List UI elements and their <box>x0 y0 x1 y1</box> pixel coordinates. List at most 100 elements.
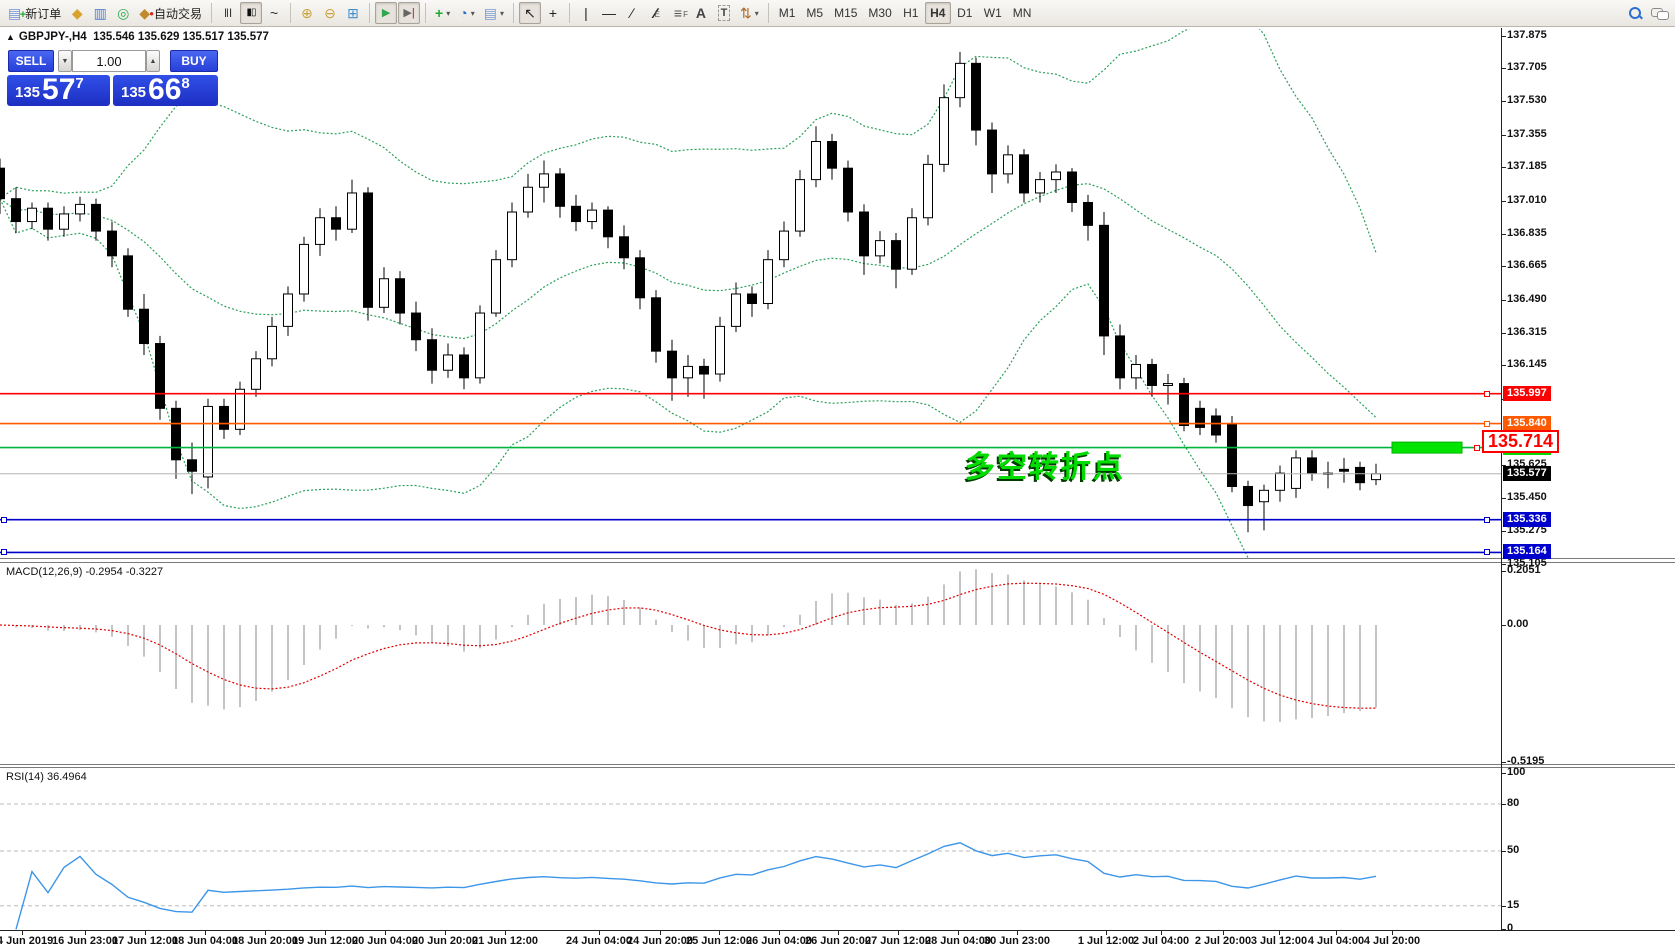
horizontal-line-button[interactable] <box>598 2 620 24</box>
timeframe-button-m15[interactable]: M15 <box>834 6 858 20</box>
price-line-badge: 135.997 <box>1503 386 1551 401</box>
timeframe-button-m5[interactable]: M5 <box>806 6 824 20</box>
rsi-line <box>15 842 1377 930</box>
bollinger-bands <box>0 29 1377 558</box>
price-axis-tick <box>1501 333 1506 334</box>
candlestick-series <box>0 51 1381 533</box>
buy-button[interactable]: BUY <box>170 50 218 72</box>
time-axis-tick <box>1017 931 1018 935</box>
metaeditor-button[interactable] <box>66 2 88 24</box>
line-icon <box>270 3 278 23</box>
fibonacci-button[interactable] <box>667 2 689 25</box>
channel-button[interactable] <box>644 2 666 25</box>
line-anchor[interactable] <box>1484 517 1490 523</box>
horizontal-line-objects[interactable] <box>0 392 1501 554</box>
timeframe-button-m30[interactable]: M30 <box>868 6 892 20</box>
dropdown-arrow-icon[interactable]: ▾ <box>446 8 451 18</box>
templates-button[interactable]: ▾ <box>480 2 508 24</box>
buy-price-big: 66 <box>148 73 182 106</box>
volume-decrease-button[interactable]: ▼ <box>58 50 72 72</box>
periods-button[interactable]: ▾ <box>455 2 478 24</box>
toolbar-separator <box>211 3 213 23</box>
auto-scroll-button[interactable] <box>375 2 398 24</box>
price-axis-label: 135.275 <box>1507 524 1547 536</box>
macd-subwindow[interactable] <box>0 563 1502 764</box>
candlestick-button[interactable] <box>240 2 263 24</box>
time-axis-tick <box>779 931 780 935</box>
callout-anchor[interactable] <box>1474 445 1480 451</box>
line-anchor[interactable] <box>1484 549 1490 555</box>
timeframe-button-d1[interactable]: D1 <box>957 6 973 20</box>
dropdown-arrow-icon[interactable]: ▾ <box>754 8 759 18</box>
price-axis-label: 136.665 <box>1507 259 1547 271</box>
cursor-button[interactable] <box>518 2 541 24</box>
time-axis-label: 16 Jun 23:00 <box>51 935 119 947</box>
sell-price-panel[interactable]: 135 57 7 <box>7 75 110 106</box>
vertical-line-button[interactable] <box>575 2 597 24</box>
line-anchor[interactable] <box>1484 391 1490 397</box>
time-axis-label: 17 Jun 12:00 <box>111 935 179 947</box>
timeframe-button-m1[interactable]: M1 <box>778 6 796 20</box>
market-watch-button[interactable] <box>112 2 134 24</box>
chart-window-button[interactable] <box>89 2 111 24</box>
indicators-button[interactable]: ▾ <box>431 2 454 24</box>
zoom-out-button[interactable] <box>319 2 341 24</box>
price-axis-tick <box>1501 101 1506 102</box>
main-price-chart[interactable] <box>0 28 1502 559</box>
sell-button[interactable]: SELL <box>8 50 54 72</box>
trendline-button[interactable] <box>621 2 643 24</box>
panel-collapse-arrow[interactable]: ▲ <box>6 32 15 42</box>
rsi-subwindow[interactable] <box>0 768 1502 930</box>
dropdown-arrow-icon[interactable]: ▾ <box>470 8 475 18</box>
price-axis-tick <box>1501 564 1506 565</box>
rsi-axis-label: 100 <box>1507 766 1526 778</box>
chart-shift-button[interactable] <box>398 2 421 24</box>
autotrading-button[interactable]: 自动交易 <box>135 2 206 24</box>
time-axis-tick <box>145 931 146 935</box>
chat-button[interactable] <box>1647 2 1671 24</box>
time-axis-tick <box>1106 931 1107 935</box>
price-axis-label: 137.355 <box>1507 128 1547 140</box>
rsi-axis-label: 15 <box>1507 899 1520 911</box>
dropdown-arrow-icon[interactable]: ▾ <box>499 8 504 18</box>
macd-signal-line <box>0 582 1377 709</box>
chart-symbol-period: GBPJPY-,H4 <box>18 31 87 43</box>
price-axis-label: 135.105 <box>1507 557 1547 569</box>
toolbar-separator <box>568 3 570 23</box>
arrows-icon <box>740 3 752 23</box>
line-anchor[interactable] <box>1 549 7 555</box>
line-chart-button[interactable] <box>263 2 285 24</box>
text-button[interactable] <box>690 2 712 24</box>
turning-point-annotation[interactable]: 多空转折点 <box>965 451 1125 484</box>
zoom-in-icon <box>301 3 313 23</box>
macd-axis-tick <box>1501 571 1506 572</box>
new-order-button[interactable]: 新订单 <box>4 2 65 25</box>
price-axis-label: 135.450 <box>1507 491 1547 503</box>
time-axis-tick <box>719 931 720 935</box>
arrows-button[interactable]: ▾ <box>736 2 763 24</box>
line-anchor[interactable] <box>1 517 7 523</box>
time-axis-tick <box>958 931 959 935</box>
crosshair-button[interactable] <box>542 2 564 24</box>
line-anchor[interactable] <box>1484 421 1490 427</box>
timeframe-button-h1[interactable]: H1 <box>903 6 919 20</box>
search-button[interactable] <box>1624 2 1646 24</box>
time-axis-tick <box>505 931 506 935</box>
text-label-button[interactable] <box>713 2 735 24</box>
timeframe-button-w1[interactable]: W1 <box>983 6 1002 20</box>
tile-windows-button[interactable] <box>342 2 364 24</box>
timeframe-button-mn[interactable]: MN <box>1012 6 1032 20</box>
green-highlight-box[interactable] <box>1391 441 1463 454</box>
bar-chart-button[interactable] <box>217 2 239 24</box>
zoom-in-button[interactable] <box>296 2 318 24</box>
time-axis-label: 24 Jun 20:00 <box>626 935 694 947</box>
price-axis-label: 136.835 <box>1507 227 1547 239</box>
rsi-axis-tick <box>1501 773 1506 774</box>
volume-field[interactable]: 1.00 <box>72 50 146 72</box>
buy-price-panel[interactable]: 135 66 8 <box>113 75 218 106</box>
price-callout-label[interactable]: 135.714 <box>1482 430 1559 453</box>
macd-axis-label: 0.00 <box>1507 618 1529 630</box>
timeframe-button-h4[interactable]: H4 <box>924 2 951 24</box>
volume-increase-button[interactable]: ▲ <box>146 50 160 72</box>
